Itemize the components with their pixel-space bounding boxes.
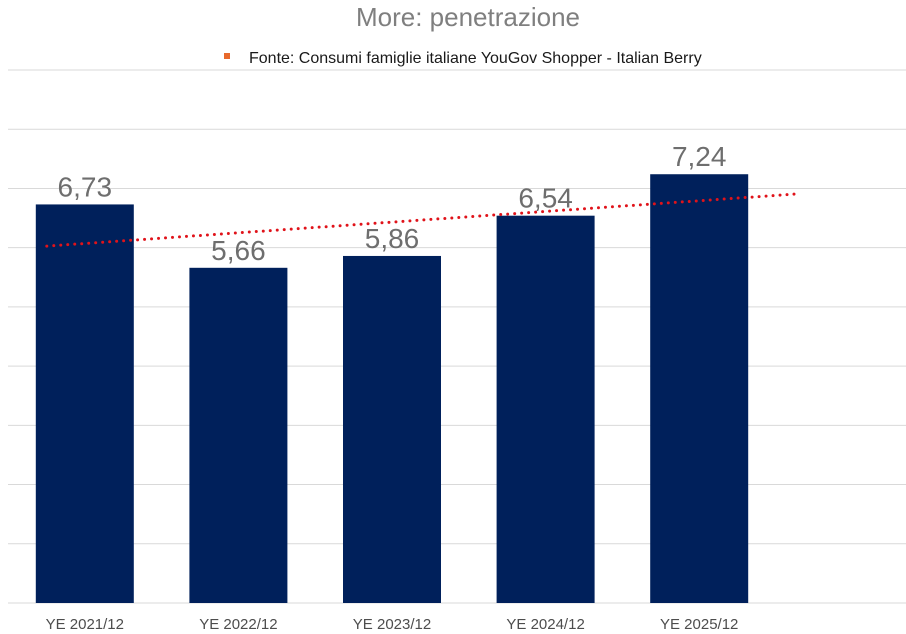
bar xyxy=(189,267,288,603)
data-labels: 6,73 5,66 5,86 6,54 7,24 xyxy=(58,141,727,266)
bar xyxy=(650,174,749,603)
chart-title: More: penetrazione xyxy=(356,2,580,32)
legend-marker xyxy=(224,53,230,59)
legend: Fonte: Consumi famiglie italiane YouGov … xyxy=(224,50,702,67)
x-tick-label: YE 2021/12 xyxy=(46,616,124,633)
bars xyxy=(35,174,749,604)
gridlines xyxy=(8,69,906,604)
trendline xyxy=(45,192,801,248)
trendline-line xyxy=(45,192,801,248)
data-label: 5,66 xyxy=(211,235,266,266)
bar xyxy=(343,255,441,604)
x-tick-label: YE 2025/12 xyxy=(660,616,738,633)
bar xyxy=(35,204,134,603)
x-tick-label: YE 2024/12 xyxy=(506,616,584,633)
data-label: 7,24 xyxy=(672,141,727,172)
legend-label: Fonte: Consumi famiglie italiane YouGov … xyxy=(249,50,702,67)
data-label: 6,54 xyxy=(518,183,573,214)
x-tick-label: YE 2022/12 xyxy=(199,616,277,633)
x-axis-ticks: YE 2021/12 YE 2022/12 YE 2023/12 YE 2024/12… xyxy=(46,616,739,633)
bar xyxy=(496,215,595,604)
data-label: 5,86 xyxy=(365,223,420,254)
data-label: 6,73 xyxy=(58,171,113,202)
x-tick-label: YE 2023/12 xyxy=(353,616,431,633)
